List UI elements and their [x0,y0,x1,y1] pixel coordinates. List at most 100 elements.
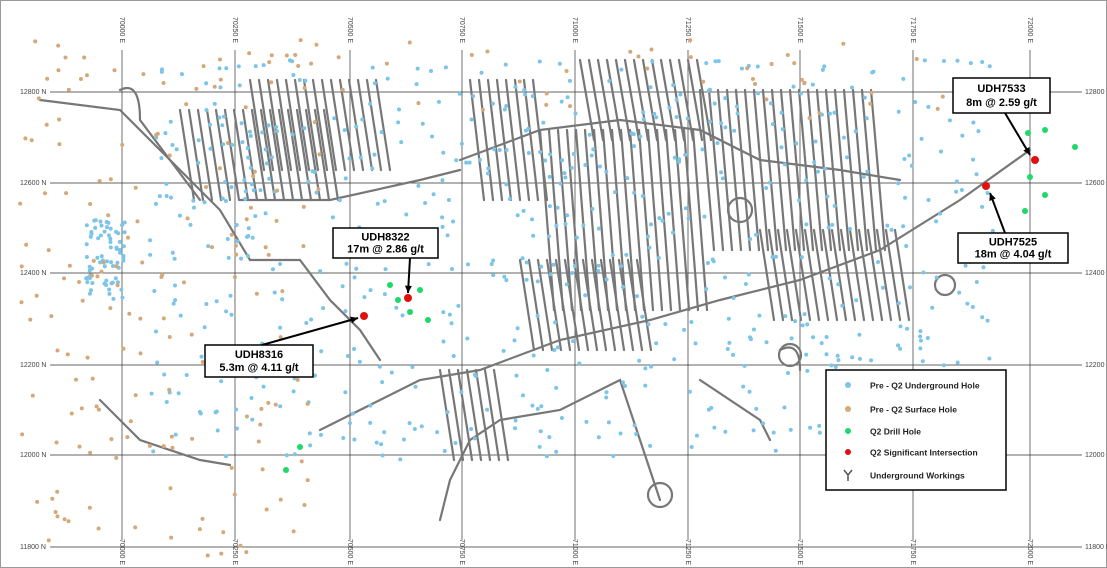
hole [446,198,451,203]
drive [329,78,347,172]
drive [619,128,637,312]
hole [985,318,990,323]
hole [398,457,403,462]
drive [468,78,486,202]
hole [570,339,575,344]
hole [99,223,104,228]
hole [847,226,852,231]
hole [117,247,122,252]
hole [102,281,107,286]
hole [544,91,549,96]
hole [537,444,542,449]
hole [122,230,127,235]
hole [357,359,362,364]
hole [274,218,279,223]
hole [596,435,601,440]
hole [539,404,544,409]
hole [218,85,223,90]
hole [90,280,95,285]
hole [217,166,222,171]
legend-label: Underground Workings [870,470,965,480]
hole [436,99,441,104]
hole [970,305,975,310]
hole [234,252,239,257]
hole [583,163,588,168]
hole [340,284,345,289]
hole [407,421,412,426]
hole [538,429,543,434]
drive [486,78,504,202]
hole [815,169,820,174]
hole [535,406,540,411]
hole [204,301,209,306]
hole [689,444,694,449]
hole [804,352,809,357]
hole [485,171,490,176]
hole [217,115,222,120]
hole [155,360,160,365]
hole [169,535,174,540]
hole [742,363,747,368]
hole [789,336,794,341]
hole [693,341,698,346]
hole [968,61,973,66]
hole [543,158,548,163]
easting-label: 70750 E [458,539,465,565]
northing-label: 12000 N [20,452,46,459]
hole [299,459,304,464]
hole [109,260,114,265]
hole [204,107,209,112]
drive [438,378,662,522]
hole [921,270,926,275]
hole [173,298,178,303]
hole [36,96,41,101]
hole [547,204,552,209]
hole [66,87,71,92]
hole [278,497,283,502]
hole [89,232,94,237]
hole [716,59,721,64]
hole [682,327,687,332]
hole [93,225,98,230]
hole [941,58,946,63]
hole [441,150,446,155]
hole [248,205,253,210]
hole [971,157,976,162]
drive [803,228,821,322]
drive [456,368,474,462]
hole [407,40,412,45]
hole [612,190,617,195]
hole [743,281,748,286]
hole [368,101,373,106]
hole [157,194,162,199]
loop [646,481,674,509]
callout-box [332,227,439,259]
hole [902,157,907,162]
drive [650,58,668,142]
hole [654,341,659,346]
hole [898,324,903,329]
hole [504,147,509,152]
hole [352,346,357,351]
hole [980,315,985,320]
hole [1042,192,1048,198]
hole [558,181,563,186]
drive [659,58,677,142]
hole [918,329,923,334]
hole [55,514,60,519]
northing-label: 12400 N [20,270,46,277]
hole [637,358,642,363]
hole [466,262,471,267]
hole [108,245,113,250]
hole [278,335,283,340]
hole [570,271,575,276]
hole [161,316,166,321]
northing-label: 11800 N [1085,544,1107,551]
hole [97,178,102,183]
drive [257,78,275,172]
hole [55,489,60,494]
northing-label: 12600 N [20,180,46,187]
drive [767,228,785,322]
hole [232,275,237,280]
hole [731,295,736,300]
